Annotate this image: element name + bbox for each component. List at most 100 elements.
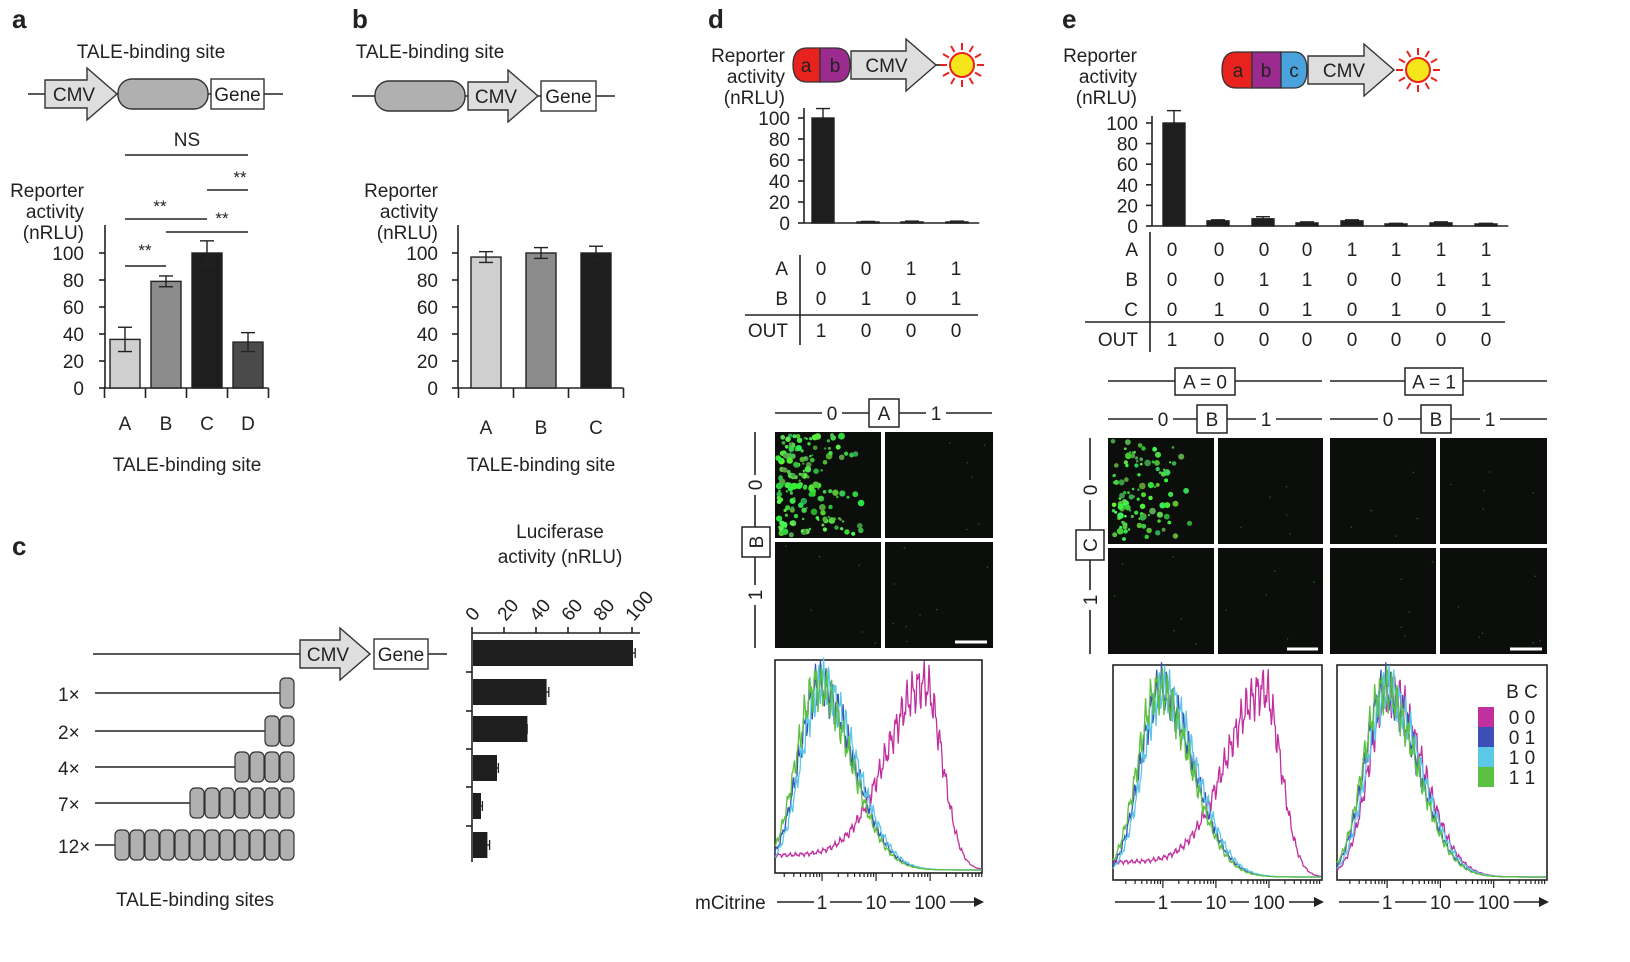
truth-table: A 0 0 0 0 1 1 1 1 B 0 0 1 1 0 0 1 1 C 0 1 0 1 0 1 0 1 OUT 1 0 0 0 0 0 0 0 [1085, 232, 1505, 352]
gate-label: B [1206, 410, 1219, 431]
fluorescent-cell [1123, 529, 1128, 534]
tale-binding-site-box [114, 829, 130, 861]
fluorescent-cell [812, 481, 820, 489]
fluorescent-cell [1114, 463, 1119, 468]
truth-output-value: 0 [1302, 330, 1313, 351]
fluorescent-cell [1124, 447, 1127, 451]
fluorescent-cell [1532, 492, 1534, 494]
fluorescent-cell [857, 523, 863, 529]
gate-label-box: C [1075, 529, 1105, 561]
truth-value: 0 [816, 289, 827, 310]
input-state-header-vertical: 0 1 B [741, 432, 771, 648]
fluorescent-cell [1286, 638, 1289, 640]
fluorescent-cell [790, 453, 796, 460]
legend-entry: 1 1 [1509, 768, 1535, 789]
microscopy-image [1108, 438, 1214, 544]
truth-value: 1 [1302, 270, 1313, 291]
fluorescent-cell [795, 445, 802, 451]
sun-ray [974, 71, 982, 77]
x-tick-label: 10 [1205, 893, 1226, 914]
histogram-e: 1 10 100 [1112, 662, 1324, 914]
bar [525, 252, 557, 389]
truth-value: 0 [1167, 300, 1178, 321]
sun-ray [974, 53, 982, 59]
fluorescent-cell [803, 436, 807, 440]
fluorescent-cell [1121, 562, 1124, 565]
fluorescent-cell [1285, 485, 1288, 488]
fluorescent-cell [1534, 575, 1536, 578]
y-tick-label: 40 [63, 325, 84, 346]
tale-binding-site-box [234, 787, 250, 819]
fluorescent-cell [919, 614, 921, 616]
fluorescent-cell [861, 631, 864, 633]
fluorescent-cell [776, 499, 782, 505]
significance-label: ** [215, 209, 229, 228]
state-label: 1 [1261, 410, 1272, 431]
bar [1429, 222, 1453, 227]
truth-value: 0 [1391, 270, 1402, 291]
part-label: b [830, 56, 841, 77]
gene-label: Gene [545, 87, 591, 108]
fluorescent-cell [781, 528, 789, 535]
fluorescent-cell [1350, 526, 1353, 528]
fluorescent-cell [1172, 500, 1179, 507]
fluorescent-cell [1124, 504, 1131, 511]
fluorescent-cell [1137, 473, 1141, 477]
y-tick-label: 80 [1117, 135, 1138, 156]
tale-binding-site-box [219, 829, 235, 861]
input-state-header-vertical: 0 1 C [1075, 438, 1105, 654]
bar [1340, 220, 1364, 227]
y-tick-label: 80 [417, 271, 438, 292]
fluorescent-cell [785, 505, 791, 511]
binding-site-row: 4× [58, 751, 295, 783]
cmv-promoter-arrow: CMV [299, 626, 372, 682]
fluorescent-cell [1370, 509, 1373, 512]
label-box [1196, 404, 1228, 434]
fluorescent-cell [893, 583, 896, 585]
fluorescent-cell [838, 432, 845, 440]
fluorescent-cell [1313, 581, 1315, 584]
fluorescent-cell [788, 532, 794, 538]
fluorescent-cell [1482, 508, 1485, 510]
tale-binding-site-box [189, 787, 205, 819]
image-background [1330, 438, 1436, 544]
fluorescent-cell [1146, 527, 1152, 534]
truth-value: 1 [1436, 270, 1447, 291]
bar [473, 716, 528, 742]
chart-title: Luciferase [516, 522, 604, 543]
fluorescent-cell [841, 520, 845, 523]
bar [191, 252, 223, 389]
chart-title: activity (nRLU) [498, 547, 623, 568]
histogram-curve [1112, 669, 1322, 878]
y-axis-label: (nRLU) [23, 223, 84, 244]
fluorescent-cell [1171, 446, 1175, 449]
gate-label-box: A = 1 [1404, 367, 1464, 396]
y-tick-label: 40 [769, 172, 790, 193]
cmv-promoter-arrow: CMV [467, 68, 540, 124]
x-tick-label: 1 [1158, 893, 1169, 914]
fluorescent-cell [905, 625, 908, 628]
panel-label: a [12, 4, 27, 34]
part-label: c [1289, 61, 1299, 82]
x-tick-label: 80 [590, 596, 620, 626]
fluorescent-cell [1127, 528, 1131, 531]
fluorescent-cell [801, 517, 805, 521]
microscopy-image [775, 432, 881, 538]
truth-value: 0 [1436, 300, 1447, 321]
y-axis-label: Reporter [1063, 46, 1138, 67]
fluorescent-cell [1128, 451, 1132, 454]
cmv-promoter-arrow: CMV [1307, 42, 1396, 98]
truth-output-value: 0 [951, 321, 962, 342]
y-axis-label: activity [727, 67, 786, 88]
fluorescent-cell [1173, 629, 1175, 632]
truth-value: 0 [1167, 270, 1178, 291]
category-label: A [480, 418, 493, 439]
panel-e-microscopy: A = 0 A = 1 0 1 B 0 1 B 0 1 C [1075, 367, 1547, 654]
input-name: A [775, 259, 788, 280]
fluorescent-cell [789, 491, 794, 495]
tale-binding-site-box [129, 829, 145, 861]
fluorescent-cell [1136, 522, 1143, 529]
copy-number-label: 2× [58, 723, 80, 744]
histogram-e: 1 10 100 [1336, 662, 1549, 914]
arrow-shape [44, 66, 119, 122]
